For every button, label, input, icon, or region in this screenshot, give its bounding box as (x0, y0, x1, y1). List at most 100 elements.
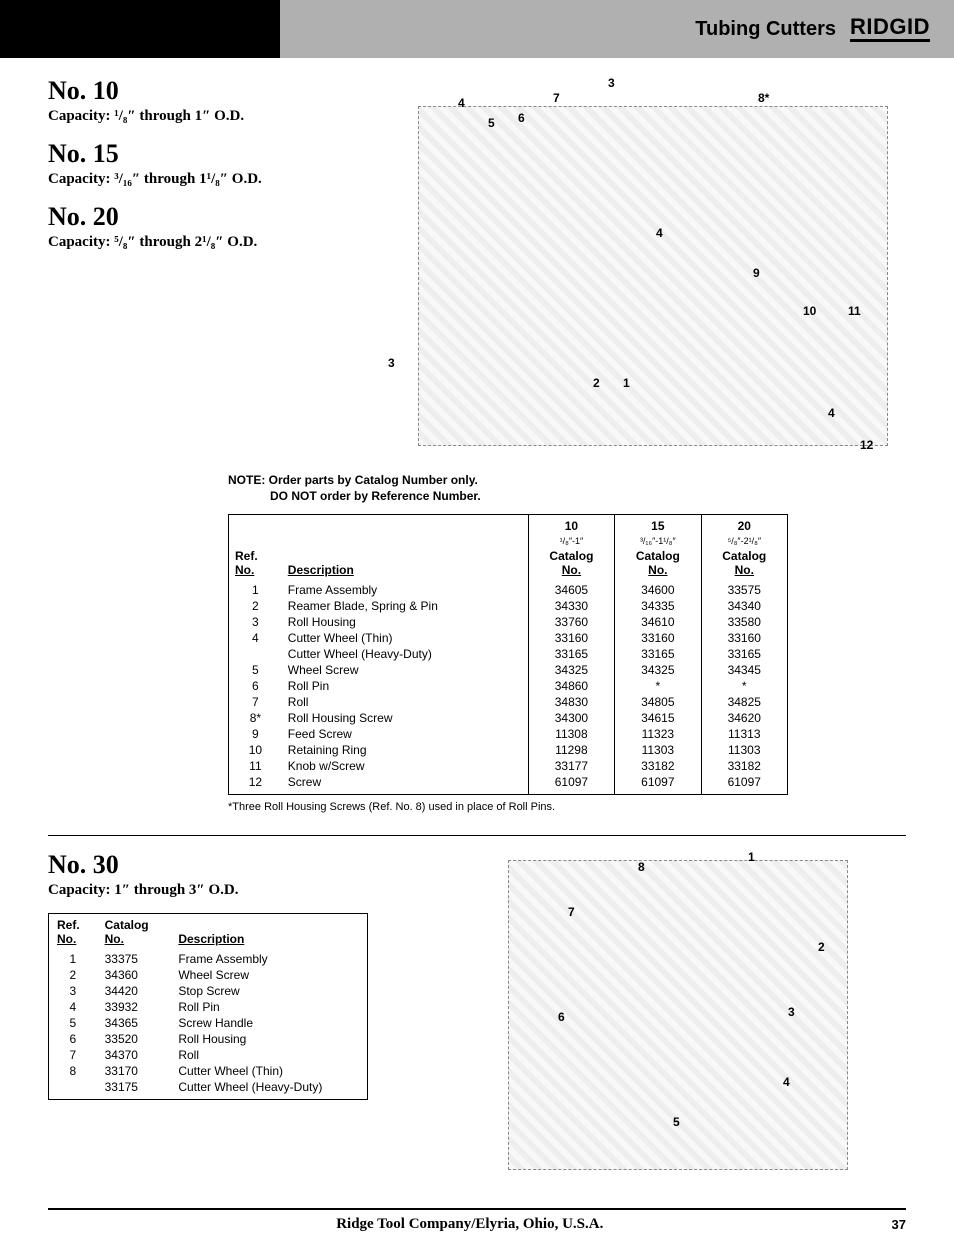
callout-4a: 4 (458, 96, 465, 110)
cell-c20: 61097 (701, 774, 787, 795)
cell-cat: 33520 (97, 1031, 171, 1047)
cell-c10: 61097 (528, 774, 614, 795)
callout-3b: 3 (388, 356, 395, 370)
cell-ref (49, 1079, 97, 1100)
table-row: 7Roll348303480534825 (229, 694, 788, 710)
cell-c15: 34615 (615, 710, 701, 726)
footer-page-number: 37 (892, 1217, 906, 1232)
cell-ref: 7 (229, 694, 282, 710)
cell-c10: 34860 (528, 678, 614, 694)
model-cap-10: Capacity: ¹/₈″ through 1″ O.D. (48, 108, 388, 125)
callout2-1: 1 (748, 850, 755, 864)
t1-h-desc: Description (282, 548, 528, 582)
cell-ref: 9 (229, 726, 282, 742)
table-row: 734370Roll (49, 1047, 368, 1063)
cell-ref: 2 (49, 967, 97, 983)
cell-c10: 33165 (528, 646, 614, 662)
model-heading-10: No. 10 (48, 76, 388, 106)
cell-ref: 7 (49, 1047, 97, 1063)
callout-4b: 4 (656, 226, 663, 240)
cell-ref: 5 (229, 662, 282, 678)
cell-c10: 34300 (528, 710, 614, 726)
table-row: 534365Screw Handle (49, 1015, 368, 1031)
table-row: 2Reamer Blade, Spring & Pin3433034335343… (229, 598, 788, 614)
note-line1: NOTE: Order parts by Catalog Number only… (228, 473, 478, 487)
cell-c10: 33177 (528, 758, 614, 774)
cell-c15: 33182 (615, 758, 701, 774)
t1-h-cat20: CatalogNo. (701, 548, 787, 582)
table-row: Cutter Wheel (Heavy-Duty)331653316533165 (229, 646, 788, 662)
cell-cat: 34365 (97, 1015, 171, 1031)
model-cap-15: Capacity: ³/₁₆″ through 1¹/₈″ O.D. (48, 171, 388, 188)
cell-c20: 34825 (701, 694, 787, 710)
cell-cat: 34370 (97, 1047, 171, 1063)
cell-c15: 34335 (615, 598, 701, 614)
table-row: 11Knob w/Screw331773318233182 (229, 758, 788, 774)
callout-8: 8* (758, 91, 769, 105)
cell-desc: Cutter Wheel (Heavy-Duty) (282, 646, 528, 662)
t1-blank (229, 515, 529, 549)
table-row: 334420Stop Screw (49, 983, 368, 999)
callout2-6: 6 (558, 1010, 565, 1024)
cell-ref (229, 646, 282, 662)
table-row: 10Retaining Ring112981130311303 (229, 742, 788, 758)
footer-company: Ridge Tool Company/Elyria, Ohio, U.S.A. (48, 1216, 892, 1233)
t1-col15: 15³/₁₆″-1¹/₈″ (615, 515, 701, 549)
table-row: 12Screw610976109761097 (229, 774, 788, 795)
callout-12: 12 (860, 438, 873, 452)
cell-c20: 34340 (701, 598, 787, 614)
cell-ref: 8* (229, 710, 282, 726)
cell-ref: 1 (49, 951, 97, 967)
cell-desc: Roll Housing (282, 614, 528, 630)
cell-ref: 8 (49, 1063, 97, 1079)
cell-ref: 10 (229, 742, 282, 758)
cell-ref: 3 (49, 983, 97, 999)
page-footer: Ridge Tool Company/Elyria, Ohio, U.S.A. … (48, 1216, 906, 1233)
callout2-7: 7 (568, 905, 575, 919)
callout-11: 11 (848, 304, 861, 318)
cell-desc: Feed Screw (282, 726, 528, 742)
t1-h-cat10: CatalogNo. (528, 548, 614, 582)
cell-cat: 33375 (97, 951, 171, 967)
cell-desc: Knob w/Screw (282, 758, 528, 774)
section-divider (48, 835, 906, 836)
cell-c10: 34605 (528, 582, 614, 598)
callout-6: 6 (518, 111, 525, 125)
exploded-diagram-1: 3 4 5 6 7 8* 4 9 10 11 3 2 1 4 12 (408, 76, 906, 466)
callout2-2: 2 (818, 940, 825, 954)
t30-h-desc: Description (170, 914, 367, 952)
section-title: Tubing Cutters (695, 18, 836, 41)
cell-c15: 61097 (615, 774, 701, 795)
model-heading-30: No. 30 (48, 850, 448, 880)
callout-2: 2 (593, 376, 600, 390)
cell-c20: 33182 (701, 758, 787, 774)
cell-ref: 2 (229, 598, 282, 614)
cell-desc: Roll (170, 1047, 367, 1063)
cell-ref: 6 (49, 1031, 97, 1047)
cell-desc: Reamer Blade, Spring & Pin (282, 598, 528, 614)
cell-desc: Frame Assembly (282, 582, 528, 598)
callout-5: 5 (488, 116, 495, 130)
cell-desc: Roll Pin (170, 999, 367, 1015)
callout-7: 7 (553, 91, 560, 105)
table-row: 234360Wheel Screw (49, 967, 368, 983)
callout2-5: 5 (673, 1115, 680, 1129)
cell-c10: 11298 (528, 742, 614, 758)
cell-desc: Cutter Wheel (Thin) (170, 1063, 367, 1079)
cell-c20: 34345 (701, 662, 787, 678)
table-row: 9Feed Screw113081132311313 (229, 726, 788, 742)
cell-desc: Roll Housing (170, 1031, 367, 1047)
table-row: 6Roll Pin34860** (229, 678, 788, 694)
t1-col10: 10¹/₈″-1″ (528, 515, 614, 549)
table1-footnote: *Three Roll Housing Screws (Ref. No. 8) … (228, 801, 906, 813)
header-black-block (0, 0, 280, 58)
table-row: 4Cutter Wheel (Thin)331603316033160 (229, 630, 788, 646)
table-row: 8*Roll Housing Screw343003461534620 (229, 710, 788, 726)
cell-ref: 11 (229, 758, 282, 774)
t1-col20: 20⁵/₈″-2¹/₈″ (701, 515, 787, 549)
cell-c10: 11308 (528, 726, 614, 742)
cell-desc: Roll Pin (282, 678, 528, 694)
model-cap-30: Capacity: 1″ through 3″ O.D. (48, 882, 448, 899)
model-heading-15: No. 15 (48, 139, 388, 169)
cell-c15: 33165 (615, 646, 701, 662)
